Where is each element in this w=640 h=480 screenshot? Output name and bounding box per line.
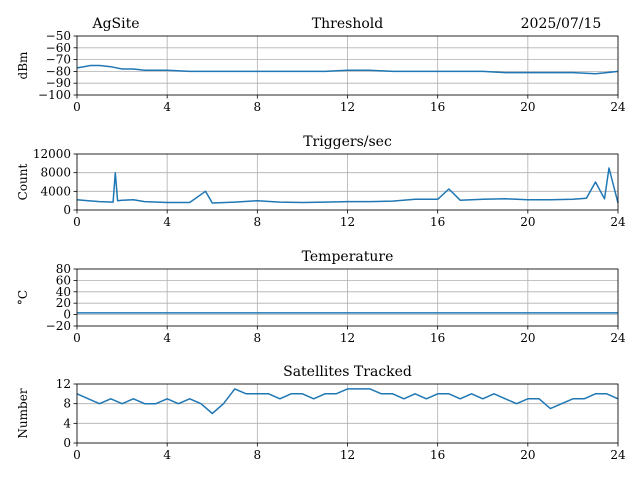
- x-tick-label: 4: [163, 215, 171, 229]
- x-tick-label: 16: [430, 331, 445, 345]
- x-tick-label: 24: [610, 448, 626, 462]
- x-tick-label: 12: [340, 215, 355, 229]
- x-tick-label: 12: [340, 100, 355, 114]
- y-tick-label: −70: [46, 53, 71, 67]
- x-tick-label: 0: [73, 215, 81, 229]
- y-tick-label: 0: [63, 203, 71, 217]
- x-tick-label: 0: [73, 448, 81, 462]
- y-tick-label: 4: [63, 416, 71, 430]
- y-tick-label: 4000: [40, 184, 71, 198]
- y-tick-label: 12000: [33, 147, 71, 161]
- x-tick-label: 4: [163, 331, 171, 345]
- x-tick-label: 4: [163, 448, 171, 462]
- y-tick-label: −90: [46, 76, 71, 90]
- y-tick-label: −20: [46, 319, 71, 333]
- x-tick-label: 20: [520, 100, 535, 114]
- x-tick-label: 24: [610, 100, 626, 114]
- x-tick-label: 4: [163, 100, 171, 114]
- y-tick-label: 8: [63, 397, 71, 411]
- chart-title: Satellites Tracked: [283, 364, 412, 380]
- y-axis-label: Number: [16, 388, 30, 438]
- x-tick-label: 8: [254, 100, 262, 114]
- site-label: AgSite: [91, 16, 139, 32]
- y-axis-label: Count: [16, 163, 30, 200]
- y-tick-label: 40: [56, 285, 71, 299]
- series-line: [76, 167, 619, 204]
- x-tick-label: 8: [254, 331, 262, 345]
- chart-title: Triggers/sec: [303, 134, 392, 150]
- y-tick-label: −60: [46, 41, 71, 55]
- x-tick-label: 24: [610, 331, 626, 345]
- satellites-panel: 0 4 8 12 16 20 24 0 4 8 12 Satellites Tracked Number: [16, 364, 626, 462]
- y-axis-label: dBm: [16, 51, 30, 80]
- x-tick-label: 24: [610, 215, 626, 229]
- series-line: [76, 388, 619, 415]
- x-tick-label: 0: [73, 100, 81, 114]
- y-tick-label: 0: [63, 308, 71, 322]
- triggers-panel: 0 4 8 12 16 20 24 0 4000 8000 12000 Triggers/sec Cou…: [16, 134, 626, 229]
- y-tick-label: 60: [56, 273, 71, 287]
- y-tick-label: 80: [56, 262, 71, 276]
- x-tick-label: 16: [430, 215, 445, 229]
- y-tick-label: −50: [46, 29, 71, 43]
- x-tick-label: 8: [254, 448, 262, 462]
- x-tick-label: 12: [340, 331, 355, 345]
- x-tick-label: 20: [520, 448, 535, 462]
- chart-title: Threshold: [312, 16, 383, 32]
- y-tick-label: 12: [56, 377, 71, 391]
- y-tick-label: −100: [38, 88, 71, 102]
- x-tick-label: 8: [254, 215, 262, 229]
- y-axis-label: °C: [16, 290, 30, 305]
- x-tick-label: 12: [340, 448, 355, 462]
- chart-title: Temperature: [302, 249, 394, 265]
- x-tick-label: 16: [430, 448, 445, 462]
- date-label: 2025/07/15: [521, 16, 602, 32]
- x-tick-label: 16: [430, 100, 445, 114]
- x-tick-label: 0: [73, 331, 81, 345]
- y-tick-label: 20: [56, 296, 71, 310]
- x-tick-label: 20: [520, 215, 535, 229]
- y-tick-label: −80: [46, 64, 71, 78]
- x-tick-label: 20: [520, 331, 535, 345]
- y-tick-label: 8000: [40, 166, 71, 180]
- series-line: [76, 64, 619, 75]
- y-tick-label: 0: [63, 436, 71, 450]
- threshold-panel: 0 4 8 12 16 20 24 −100−90−80−70−60−50 Threshold d…: [16, 16, 626, 114]
